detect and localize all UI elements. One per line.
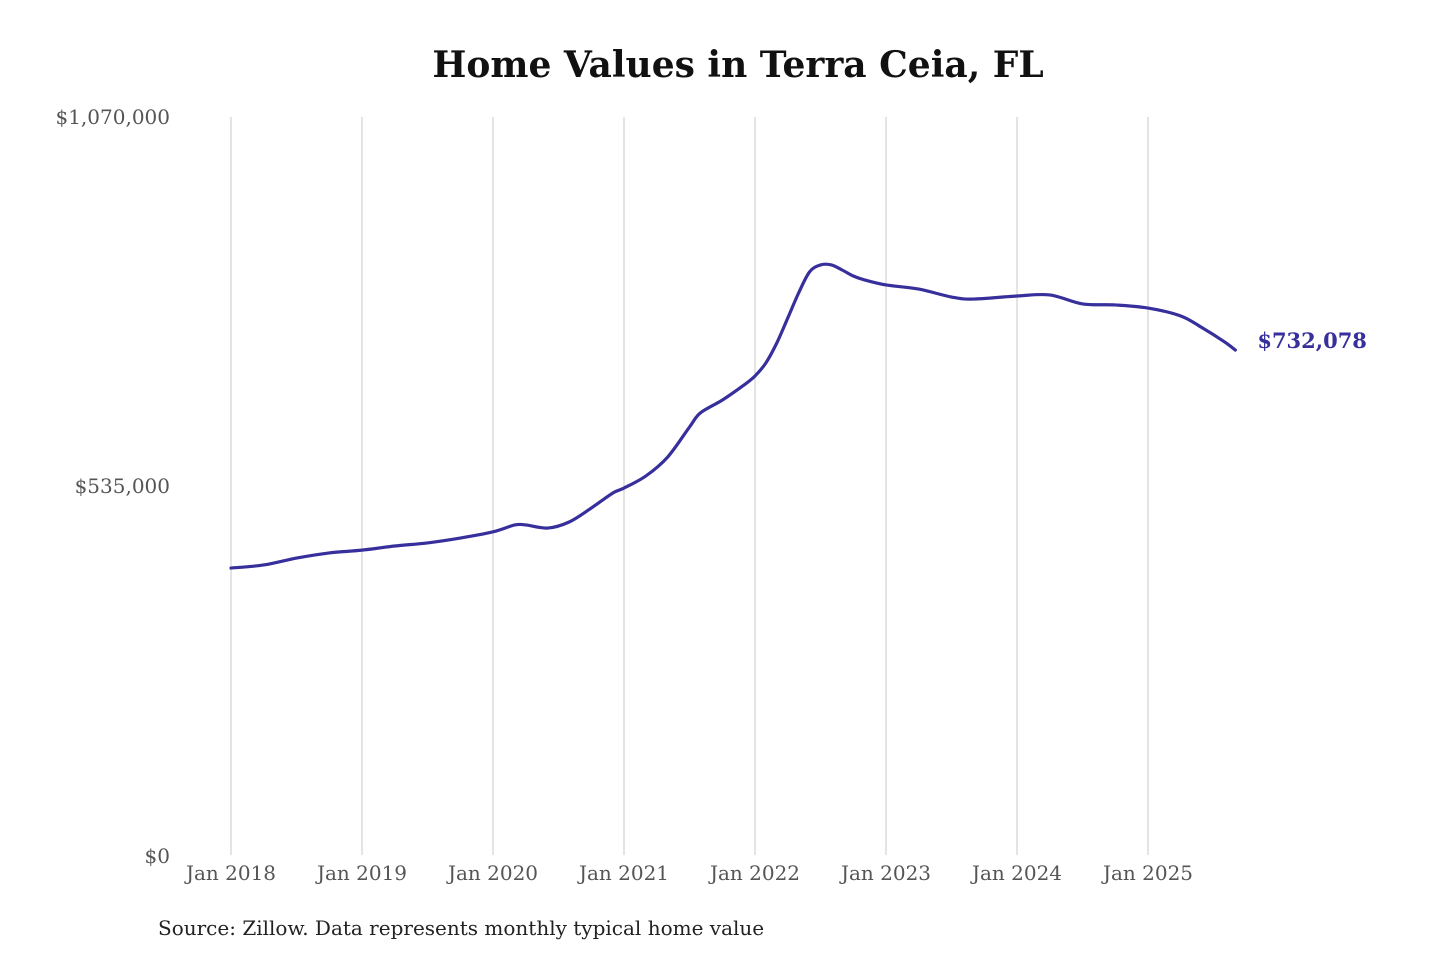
x-tick-label: Jan 2021: [577, 861, 669, 885]
x-tick-label: Jan 2025: [1101, 861, 1193, 885]
y-tick-label: $0: [145, 844, 170, 868]
x-tick-label: Jan 2023: [839, 861, 931, 885]
end-value-label: $732,078: [1257, 328, 1367, 353]
home-value-line: [229, 262, 1237, 570]
x-tick-label: Jan 2022: [708, 861, 800, 885]
chart-title: Home Values in Terra Ceia, FL: [432, 44, 1044, 86]
source-note: Source: Zillow. Data represents monthly …: [158, 916, 765, 940]
x-tick-label: Jan 2019: [315, 861, 407, 885]
x-tick-label: Jan 2018: [184, 861, 276, 885]
y-tick-label: $1,070,000: [55, 105, 170, 129]
x-tick-label: Jan 2020: [446, 861, 538, 885]
y-tick-label: $535,000: [75, 474, 170, 498]
x-tick-label: Jan 2024: [970, 861, 1062, 885]
